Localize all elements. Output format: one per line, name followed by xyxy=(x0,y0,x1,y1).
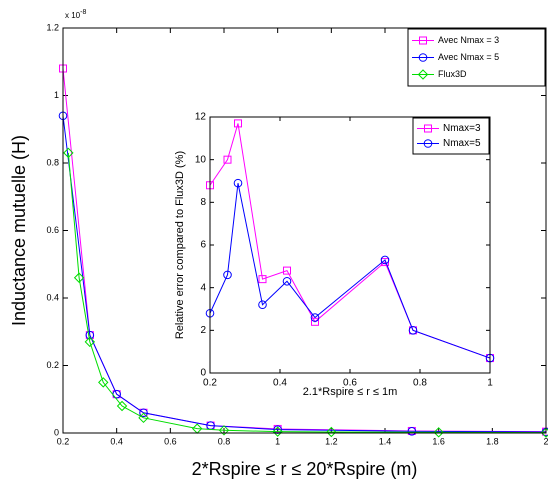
y-tick-label: 0.2 xyxy=(46,360,59,370)
y-tick-label: 1 xyxy=(54,90,59,100)
x-tick-label: 1.4 xyxy=(379,436,392,446)
y-tick-label: 0.4 xyxy=(46,292,59,302)
legend-label: Flux3D xyxy=(438,69,467,79)
data-point xyxy=(310,313,320,322)
data-point xyxy=(433,427,444,438)
data-point xyxy=(138,412,149,424)
y-tick-label: 2 xyxy=(200,325,206,336)
data-point xyxy=(84,336,96,348)
data-point xyxy=(540,427,548,438)
data-point xyxy=(272,426,283,437)
multiplier-base: x 10 xyxy=(65,11,81,20)
x-tick-label: 0.6 xyxy=(343,378,357,389)
data-point xyxy=(233,178,243,188)
series-line xyxy=(67,152,547,434)
y-tick-label: 0 xyxy=(54,427,59,437)
x-tick-label: 0.2 xyxy=(203,378,217,389)
legend-marker xyxy=(423,139,433,148)
y-axis-label: Relative error compared to Flux3D (%) xyxy=(174,151,186,339)
legend-marker xyxy=(419,36,427,45)
x-tick-label: 0.8 xyxy=(218,436,231,446)
y-tick-label: 0 xyxy=(200,368,206,379)
y-tick-label: 0.6 xyxy=(46,225,59,235)
data-point xyxy=(218,425,230,436)
data-point xyxy=(139,408,148,418)
data-point xyxy=(258,275,267,284)
legend-marker xyxy=(418,53,428,62)
data-point xyxy=(223,155,232,164)
y-tick-label: 8 xyxy=(200,197,206,208)
series-line xyxy=(209,183,491,359)
multiplier-exponent: -8 xyxy=(80,9,86,16)
x-axis-label: 2*Rspire ≤ r ≤ 20*Rspire (m) xyxy=(192,459,418,479)
legend-label: Nmax=5 xyxy=(443,138,481,149)
plot-frame xyxy=(62,27,547,434)
data-point xyxy=(258,300,267,310)
data-point xyxy=(407,427,417,436)
plot-area xyxy=(210,117,490,373)
data-point xyxy=(73,272,85,283)
legend-marker xyxy=(424,124,432,133)
legend-label: Avec Nmax = 3 xyxy=(438,35,499,45)
y-tick-label: 4 xyxy=(200,282,206,293)
x-axis-label: 2.1*Rspire ≤ r ≤ 1m xyxy=(303,386,398,398)
legend-box xyxy=(412,117,490,155)
data-point xyxy=(116,400,128,412)
x-tick-label: 0.4 xyxy=(110,436,123,446)
x-tick-label: 1 xyxy=(487,378,493,389)
data-point xyxy=(98,377,109,388)
y-tick-label: 10 xyxy=(195,154,207,165)
x-tick-label: 0.6 xyxy=(164,436,177,446)
x-tick-label: 0.4 xyxy=(273,378,287,389)
x-tick-label: 0.8 xyxy=(413,378,427,389)
x-tick-label: 1 xyxy=(275,436,280,446)
y-tick-label: 6 xyxy=(200,240,206,251)
x-tick-label: 1.8 xyxy=(486,436,499,446)
x-tick-label: 2 xyxy=(543,436,548,446)
data-point xyxy=(223,270,232,280)
y-multiplier: x 10-8 xyxy=(65,9,86,20)
y-tick-label: 12 xyxy=(195,112,207,123)
x-tick-label: 0.2 xyxy=(57,436,70,446)
y-tick-label: 0.8 xyxy=(46,157,59,167)
y-axis-label: Inductance mutuelle (H) xyxy=(9,135,29,326)
data-point xyxy=(282,276,292,286)
legend-label: Avec Nmax = 5 xyxy=(438,52,499,62)
x-tick-label: 1.2 xyxy=(325,436,338,446)
series-line xyxy=(62,115,547,433)
legend-label: Nmax=3 xyxy=(443,123,481,134)
y-tick-label: 1.2 xyxy=(46,22,59,32)
data-point xyxy=(63,147,74,159)
data-point xyxy=(326,426,337,438)
legend-marker xyxy=(417,69,429,80)
data-point xyxy=(311,317,319,326)
data-point xyxy=(408,326,418,335)
data-point xyxy=(234,119,242,128)
data-point xyxy=(380,255,390,265)
x-tick-label: 1.6 xyxy=(432,436,445,446)
data-point xyxy=(283,266,291,275)
plot-frame xyxy=(209,116,491,374)
